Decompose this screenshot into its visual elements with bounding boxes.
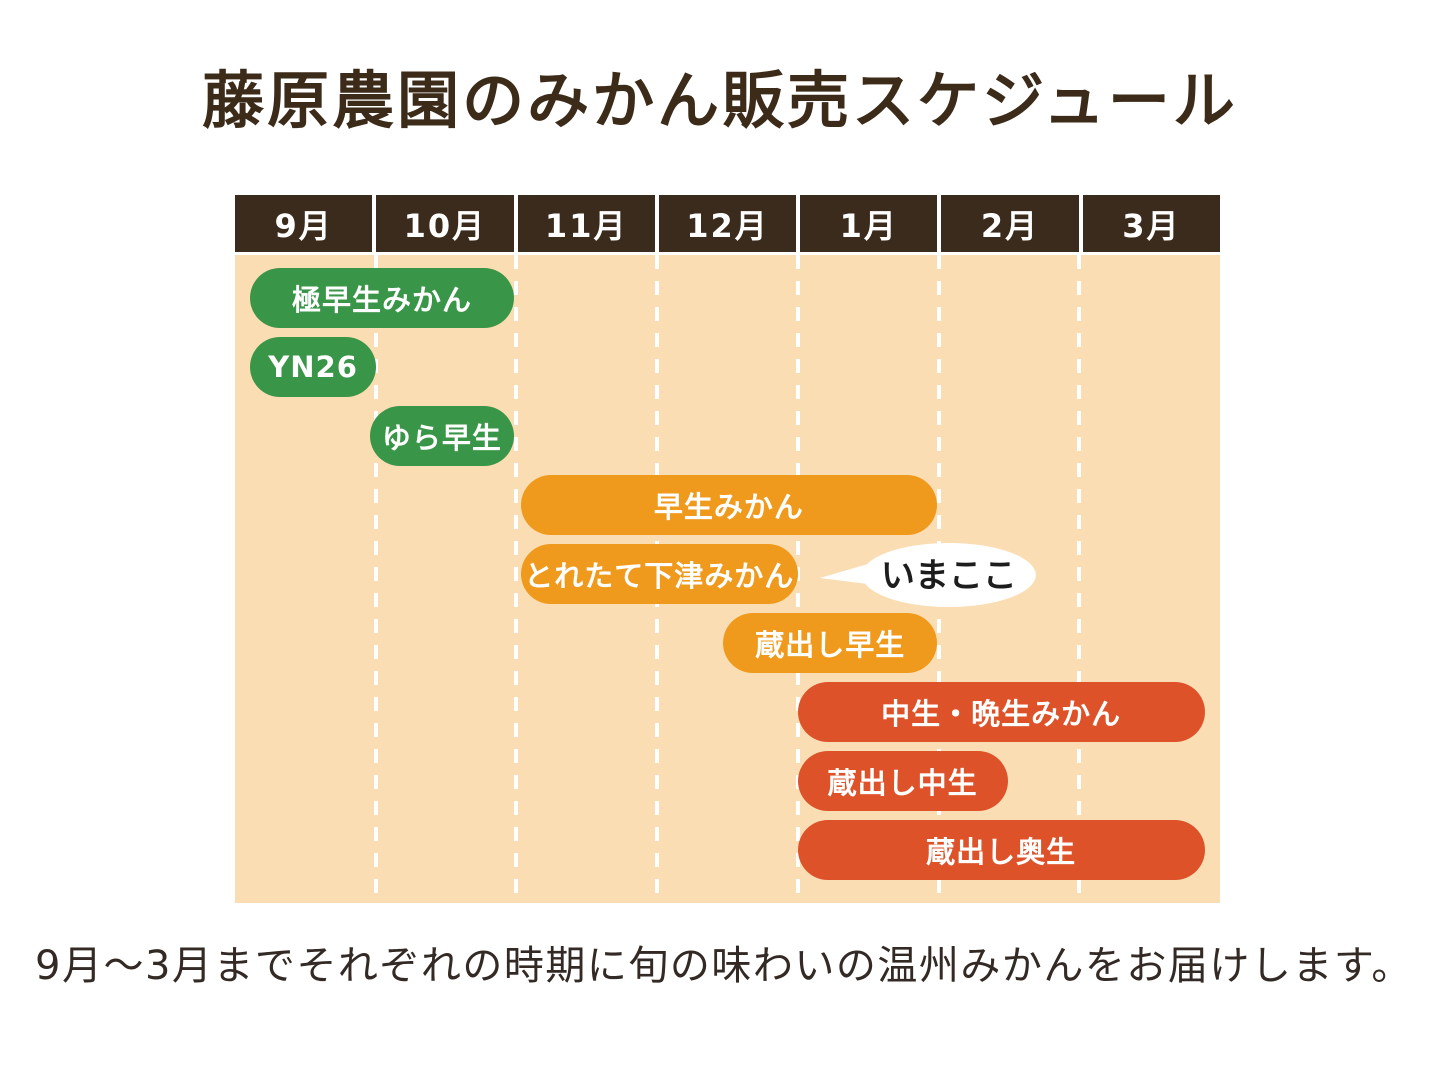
schedule-bar: 中生・晩生みかん — [797, 682, 1205, 742]
month-gridline — [1077, 255, 1082, 895]
page-title: 藤原農園のみかん販売スケジュール — [202, 64, 1238, 137]
schedule-bar: とれたて下津みかん — [520, 544, 798, 604]
month-header-cell: 3月 — [1082, 195, 1220, 252]
schedule-bar: 蔵出し早生 — [723, 613, 938, 673]
schedule-bar: 蔵出し奥生 — [797, 820, 1205, 880]
schedule-bar: 早生みかん — [520, 475, 938, 535]
month-gridline — [373, 255, 378, 895]
month-header-cell: 2月 — [941, 195, 1079, 252]
month-header-cell: 10月 — [376, 195, 514, 252]
month-gridline — [795, 255, 800, 895]
month-header-cell: 12月 — [658, 195, 797, 252]
schedule-bar: ゆら早生 — [370, 406, 514, 466]
month-header-cell: 9月 — [235, 195, 373, 252]
month-header-cell: 1月 — [800, 195, 938, 252]
schedule-bar: 蔵出し中生 — [797, 751, 1008, 811]
month-header-row: 9月 10月 11月 12月 1月 2月 3月 — [235, 195, 1220, 252]
caption-text: 9月〜3月までそれぞれの時期に旬の味わいの温州みかんをお届けします。 — [35, 943, 1413, 989]
sales-schedule-chart: 9月 10月 11月 12月 1月 2月 3月 極早生みかん YN26 ゆら早生 早生みかんとれた… — [235, 195, 1220, 903]
now-marker-label: いまここ — [881, 556, 1017, 596]
schedule-bar: YN26 — [250, 337, 376, 397]
month-gridline — [514, 255, 519, 895]
month-header-cell: 11月 — [517, 195, 655, 252]
schedule-bar: 極早生みかん — [250, 268, 514, 328]
chart-grid: 極早生みかん YN26 ゆら早生 早生みかんとれたて下津みかん蔵出し早生中生・晩生みか… — [235, 255, 1220, 903]
